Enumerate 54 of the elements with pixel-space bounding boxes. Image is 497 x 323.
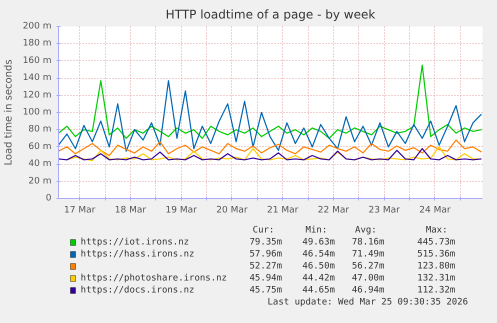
text: 123.80m: [417, 262, 456, 272]
text: 46.54m: [302, 250, 335, 260]
y-tick-label: 0: [46, 194, 52, 204]
y-tick-label: 180 m: [22, 38, 52, 49]
x-tick-label: 18 Mar: [114, 206, 146, 216]
y-tick-label: 100 m: [22, 108, 52, 118]
x-tick-label: 19 Mar: [166, 206, 198, 216]
text: 44.65m: [302, 286, 335, 296]
y-axis-title: Load time in seconds: [4, 59, 15, 166]
text: 52.27m: [250, 262, 282, 272]
text: 79.35m: [250, 238, 282, 248]
text: Avg:: [355, 226, 377, 236]
text: 45.94m: [250, 274, 282, 284]
text: Min:: [306, 226, 328, 236]
y-tick-label: 60 m: [28, 142, 52, 152]
text: Cur:: [252, 226, 274, 236]
text: 46.50m: [302, 262, 335, 272]
legend-label: https://iot.irons.nz: [80, 238, 190, 248]
y-tick-label: 160 m: [22, 56, 52, 66]
text: 71.49m: [352, 250, 384, 260]
text: 445.73m: [417, 238, 456, 248]
x-tick-label: 17 Mar: [64, 206, 96, 216]
y-tick-label: 80 m: [28, 124, 52, 135]
y-tick-label: 20 m: [28, 176, 52, 186]
text: Last update: Wed Mar 25 09:30:35 2026: [268, 298, 468, 308]
x-tick-label: 20 Mar: [216, 206, 248, 216]
y-tick-label: 200 m: [22, 22, 52, 32]
text: 515.36m: [417, 250, 456, 260]
text: 78.16m: [352, 238, 384, 248]
line-series: [58, 139, 482, 156]
line-series: [58, 80, 482, 152]
x-tick-label: 21 Mar: [267, 206, 299, 216]
legend-label: https://hass.irons.nz: [80, 250, 194, 260]
line-series: [58, 148, 482, 160]
text: 132.31m: [417, 274, 456, 284]
x-tick-label: 22 Mar: [318, 206, 350, 216]
text: 112.32m: [417, 286, 456, 296]
legend-label: https://photoshare.irons.nz: [80, 274, 227, 284]
text: 44.42m: [302, 274, 335, 284]
text: 46.94m: [352, 286, 384, 296]
legend-label: https://docs.irons.nz: [80, 286, 194, 296]
line-series: [58, 64, 482, 139]
y-tick-label: 120 m: [22, 90, 52, 100]
text: 56.27m: [352, 262, 384, 272]
text: 45.75m: [250, 286, 282, 296]
x-tick-label: 24 Mar: [419, 206, 451, 216]
text: Max:: [426, 226, 448, 236]
text: 49.63m: [302, 238, 335, 248]
x-tick-label: 23 Mar: [368, 206, 400, 216]
text: 47.00m: [352, 274, 384, 284]
y-tick-label: 40 m: [28, 159, 52, 170]
y-tick-label: 140 m: [22, 73, 52, 84]
text: 57.96m: [250, 250, 282, 260]
chart-title: HTTP loadtime of a page - by week: [166, 8, 376, 22]
